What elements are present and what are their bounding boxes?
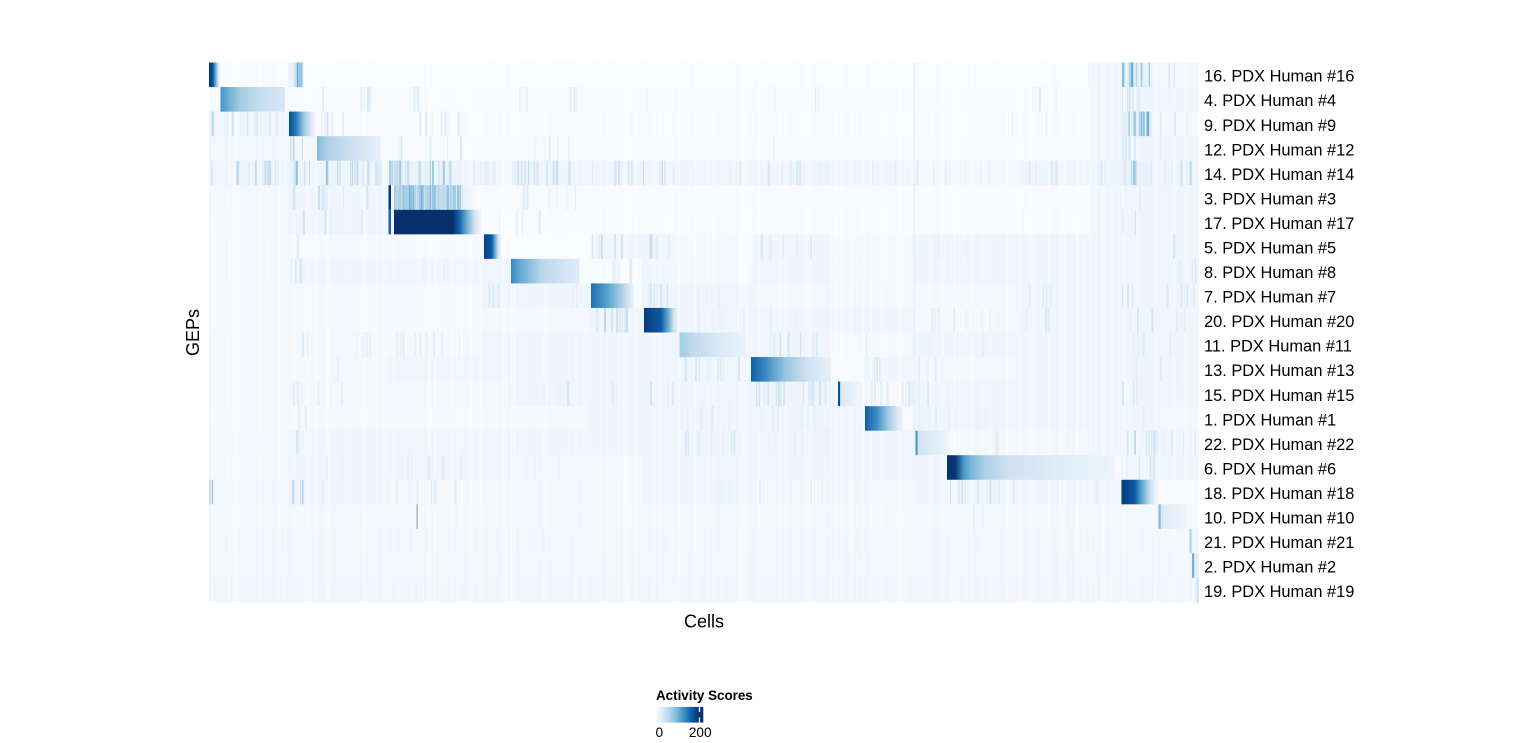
svg-text:3. PDX Human #3: 3. PDX Human #3 [1204, 190, 1336, 208]
svg-text:GEPs: GEPs [183, 309, 203, 356]
svg-text:14. PDX Human #14: 14. PDX Human #14 [1204, 166, 1354, 184]
svg-text:5. PDX Human #5: 5. PDX Human #5 [1204, 240, 1336, 258]
svg-text:2. PDX Human #2: 2. PDX Human #2 [1204, 559, 1336, 577]
svg-text:16. PDX Human #16: 16. PDX Human #16 [1204, 68, 1354, 86]
svg-text:10. PDX Human #10: 10. PDX Human #10 [1204, 510, 1354, 528]
svg-text:4. PDX Human #4: 4. PDX Human #4 [1204, 92, 1336, 110]
svg-text:11. PDX Human #11: 11. PDX Human #11 [1204, 338, 1352, 356]
svg-text:17. PDX Human #17: 17. PDX Human #17 [1204, 215, 1354, 233]
svg-text:Cells: Cells [684, 612, 724, 632]
svg-text:8. PDX Human #8: 8. PDX Human #8 [1204, 264, 1336, 282]
svg-text:15. PDX Human #15: 15. PDX Human #15 [1204, 387, 1354, 405]
svg-text:18. PDX Human #18: 18. PDX Human #18 [1204, 485, 1354, 503]
svg-text:9. PDX Human #9: 9. PDX Human #9 [1204, 117, 1336, 135]
svg-text:20. PDX Human #20: 20. PDX Human #20 [1204, 313, 1354, 331]
svg-text:13. PDX Human #13: 13. PDX Human #13 [1204, 362, 1354, 380]
svg-text:21. PDX Human #21: 21. PDX Human #21 [1204, 534, 1354, 552]
svg-text:Activity Scores: Activity Scores [656, 688, 753, 703]
svg-text:1. PDX Human #1: 1. PDX Human #1 [1204, 411, 1336, 429]
svg-text:12. PDX Human #12: 12. PDX Human #12 [1204, 141, 1354, 159]
svg-text:22. PDX Human #22: 22. PDX Human #22 [1204, 436, 1354, 454]
svg-text:200: 200 [689, 725, 712, 740]
svg-text:19. PDX Human #19: 19. PDX Human #19 [1204, 583, 1354, 601]
svg-text:0: 0 [656, 725, 664, 740]
svg-text:7. PDX Human #7: 7. PDX Human #7 [1204, 289, 1336, 307]
svg-text:6. PDX Human #6: 6. PDX Human #6 [1204, 460, 1336, 478]
